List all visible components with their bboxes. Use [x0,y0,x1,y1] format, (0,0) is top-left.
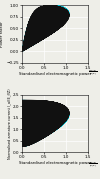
Y-axis label: Power factor: Power factor [0,21,4,47]
X-axis label: Standardised electromagnetic power: Standardised electromagnetic power [19,161,91,165]
Text: $\frac{P_{em}/E_f}{(N/E)}$: $\frac{P_{em}/E_f}{(N/E)}$ [88,67,98,78]
Text: $\frac{P_{em}/E_f}{(N/E)}$: $\frac{P_{em}/E_f}{(N/E)}$ [88,159,98,170]
X-axis label: Standardised electromagnetic power: Standardised electromagnetic power [19,72,91,76]
Y-axis label: Normalised armature current I_a/(E_f/Z): Normalised armature current I_a/(E_f/Z) [7,88,11,159]
